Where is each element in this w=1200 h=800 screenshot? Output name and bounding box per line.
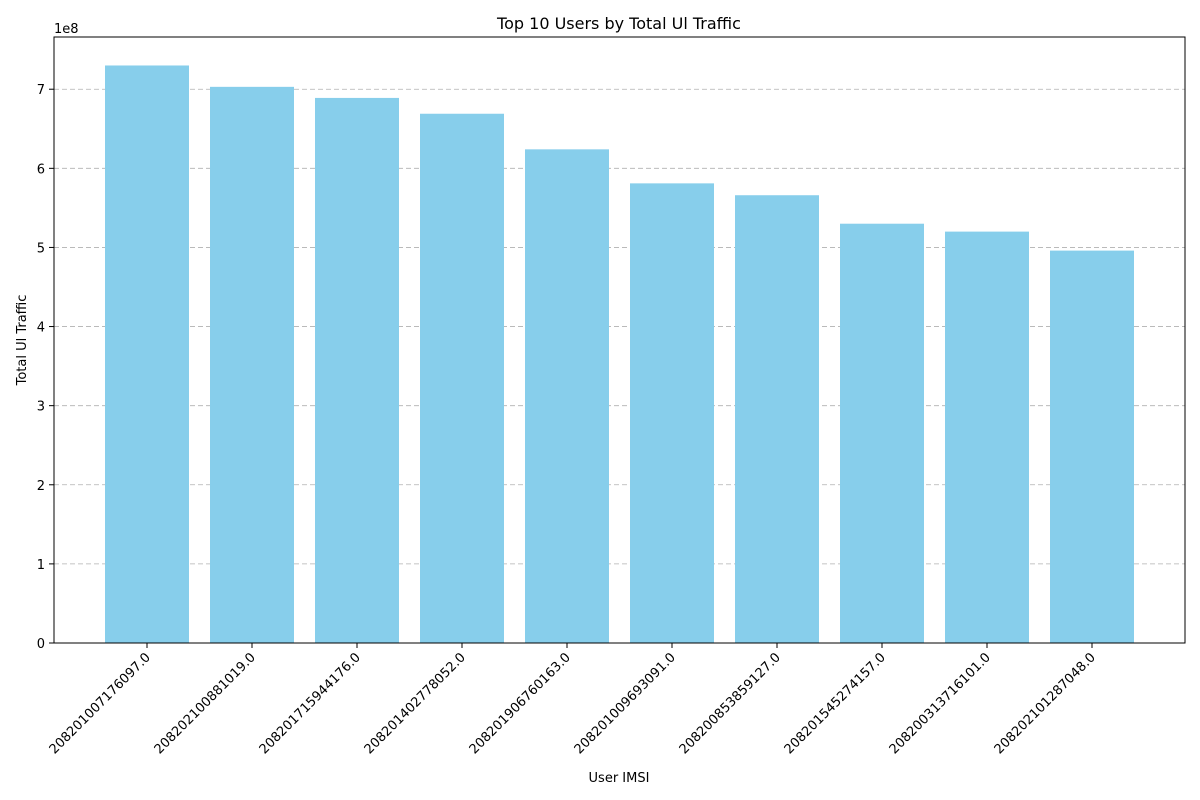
bar-8 <box>945 231 1029 643</box>
x-tick-label-5: 208201009693091.0 <box>572 650 679 757</box>
bar-9 <box>1050 250 1134 643</box>
bar-4 <box>525 149 609 644</box>
y-tick-label-2: 2 <box>37 479 45 494</box>
y-tick-label-3: 3 <box>37 400 45 415</box>
bars <box>105 65 1134 644</box>
y-tick-label-6: 6 <box>37 162 45 177</box>
x-tick-label-4: 208201906760163.0 <box>467 650 574 757</box>
x-axis-label: User IMSI <box>589 771 650 786</box>
y-axis-offset-label: 1e8 <box>54 22 79 37</box>
y-tick-label-4: 4 <box>37 321 45 336</box>
bar-2 <box>315 97 399 644</box>
x-tick-label-9: 208202101287048.0 <box>992 650 1099 757</box>
y-tick-label-5: 5 <box>37 241 45 256</box>
x-tick-label-8: 208200313716101.0 <box>887 650 994 757</box>
x-ticks: 208201007176097.0208202100881019.0208201… <box>47 643 1099 757</box>
y-tick-label-0: 0 <box>37 637 45 652</box>
chart-title: Top 10 Users by Total Ul Traffic <box>496 14 741 33</box>
y-tick-label-1: 1 <box>37 558 45 573</box>
y-tick-label-7: 7 <box>37 83 45 98</box>
x-tick-label-1: 208202100881019.0 <box>152 650 259 757</box>
x-tick-label-6: 208200853859127.0 <box>677 650 784 757</box>
bar-6 <box>735 195 819 643</box>
bar-1 <box>210 86 294 644</box>
bar-5 <box>630 183 714 643</box>
x-tick-label-0: 208201007176097.0 <box>47 650 154 757</box>
x-tick-label-3: 208201402778052.0 <box>362 650 469 757</box>
y-ticks: 0 1 2 3 4 5 6 7 <box>37 83 54 652</box>
y-axis-label: Total Ul Traffic <box>15 295 30 387</box>
x-tick-label-7: 208201545274157.0 <box>782 650 889 757</box>
x-tick-label-2: 208201715944176.0 <box>257 650 364 757</box>
bar-0 <box>105 65 189 644</box>
bar-7 <box>840 223 924 643</box>
bar-3 <box>420 113 504 644</box>
plot-frame <box>53 36 1186 644</box>
